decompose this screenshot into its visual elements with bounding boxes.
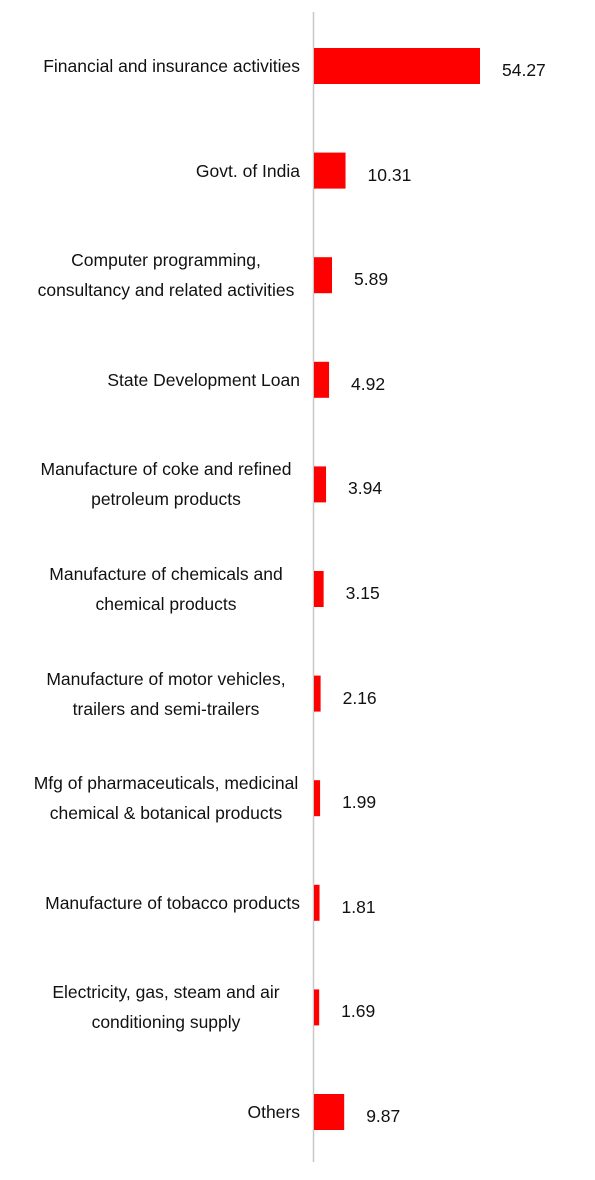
category-label: Manufacture of coke and refined petroleu… <box>40 459 292 510</box>
category-label: Electricity, gas, steam and air conditio… <box>52 982 280 1033</box>
value-label: 1.99 <box>342 792 377 813</box>
bar <box>314 48 480 84</box>
bar <box>314 361 330 398</box>
value-label: 9.87 <box>366 1106 401 1126</box>
bar <box>314 780 321 817</box>
category-label: State Development Loan <box>107 369 300 390</box>
bar <box>314 571 324 607</box>
category-label: Others <box>247 1102 300 1122</box>
category-label: Manufacture of tobacco products <box>45 892 300 913</box>
bar <box>314 466 327 503</box>
value-label: 1.69 <box>341 1001 376 1022</box>
category-label: Manufacture of chemicals and chemical pr… <box>49 564 283 614</box>
category-label: Govt. of India <box>195 160 300 181</box>
value-label: 1.81 <box>341 896 376 917</box>
category-label: Computer programming, consultancy and re… <box>37 250 295 301</box>
bar <box>314 257 333 294</box>
value-label: 54.27 <box>502 60 546 80</box>
category-label: Financial and insurance activities <box>43 56 300 76</box>
value-label: 2.16 <box>342 687 377 708</box>
category-label: Manufacture of motor vehicles, trailers … <box>46 668 286 719</box>
bar <box>314 1094 345 1130</box>
value-label: 10.31 <box>367 164 412 185</box>
value-label: 3.94 <box>348 478 383 499</box>
bar <box>314 884 320 921</box>
bar <box>314 152 346 189</box>
category-label: Mfg of pharmaceuticals, medicinal chemic… <box>33 773 299 824</box>
bar <box>314 675 321 712</box>
value-label: 5.89 <box>354 269 389 290</box>
value-label: 4.92 <box>351 373 386 394</box>
value-label: 3.15 <box>345 583 380 603</box>
bar <box>314 989 320 1026</box>
